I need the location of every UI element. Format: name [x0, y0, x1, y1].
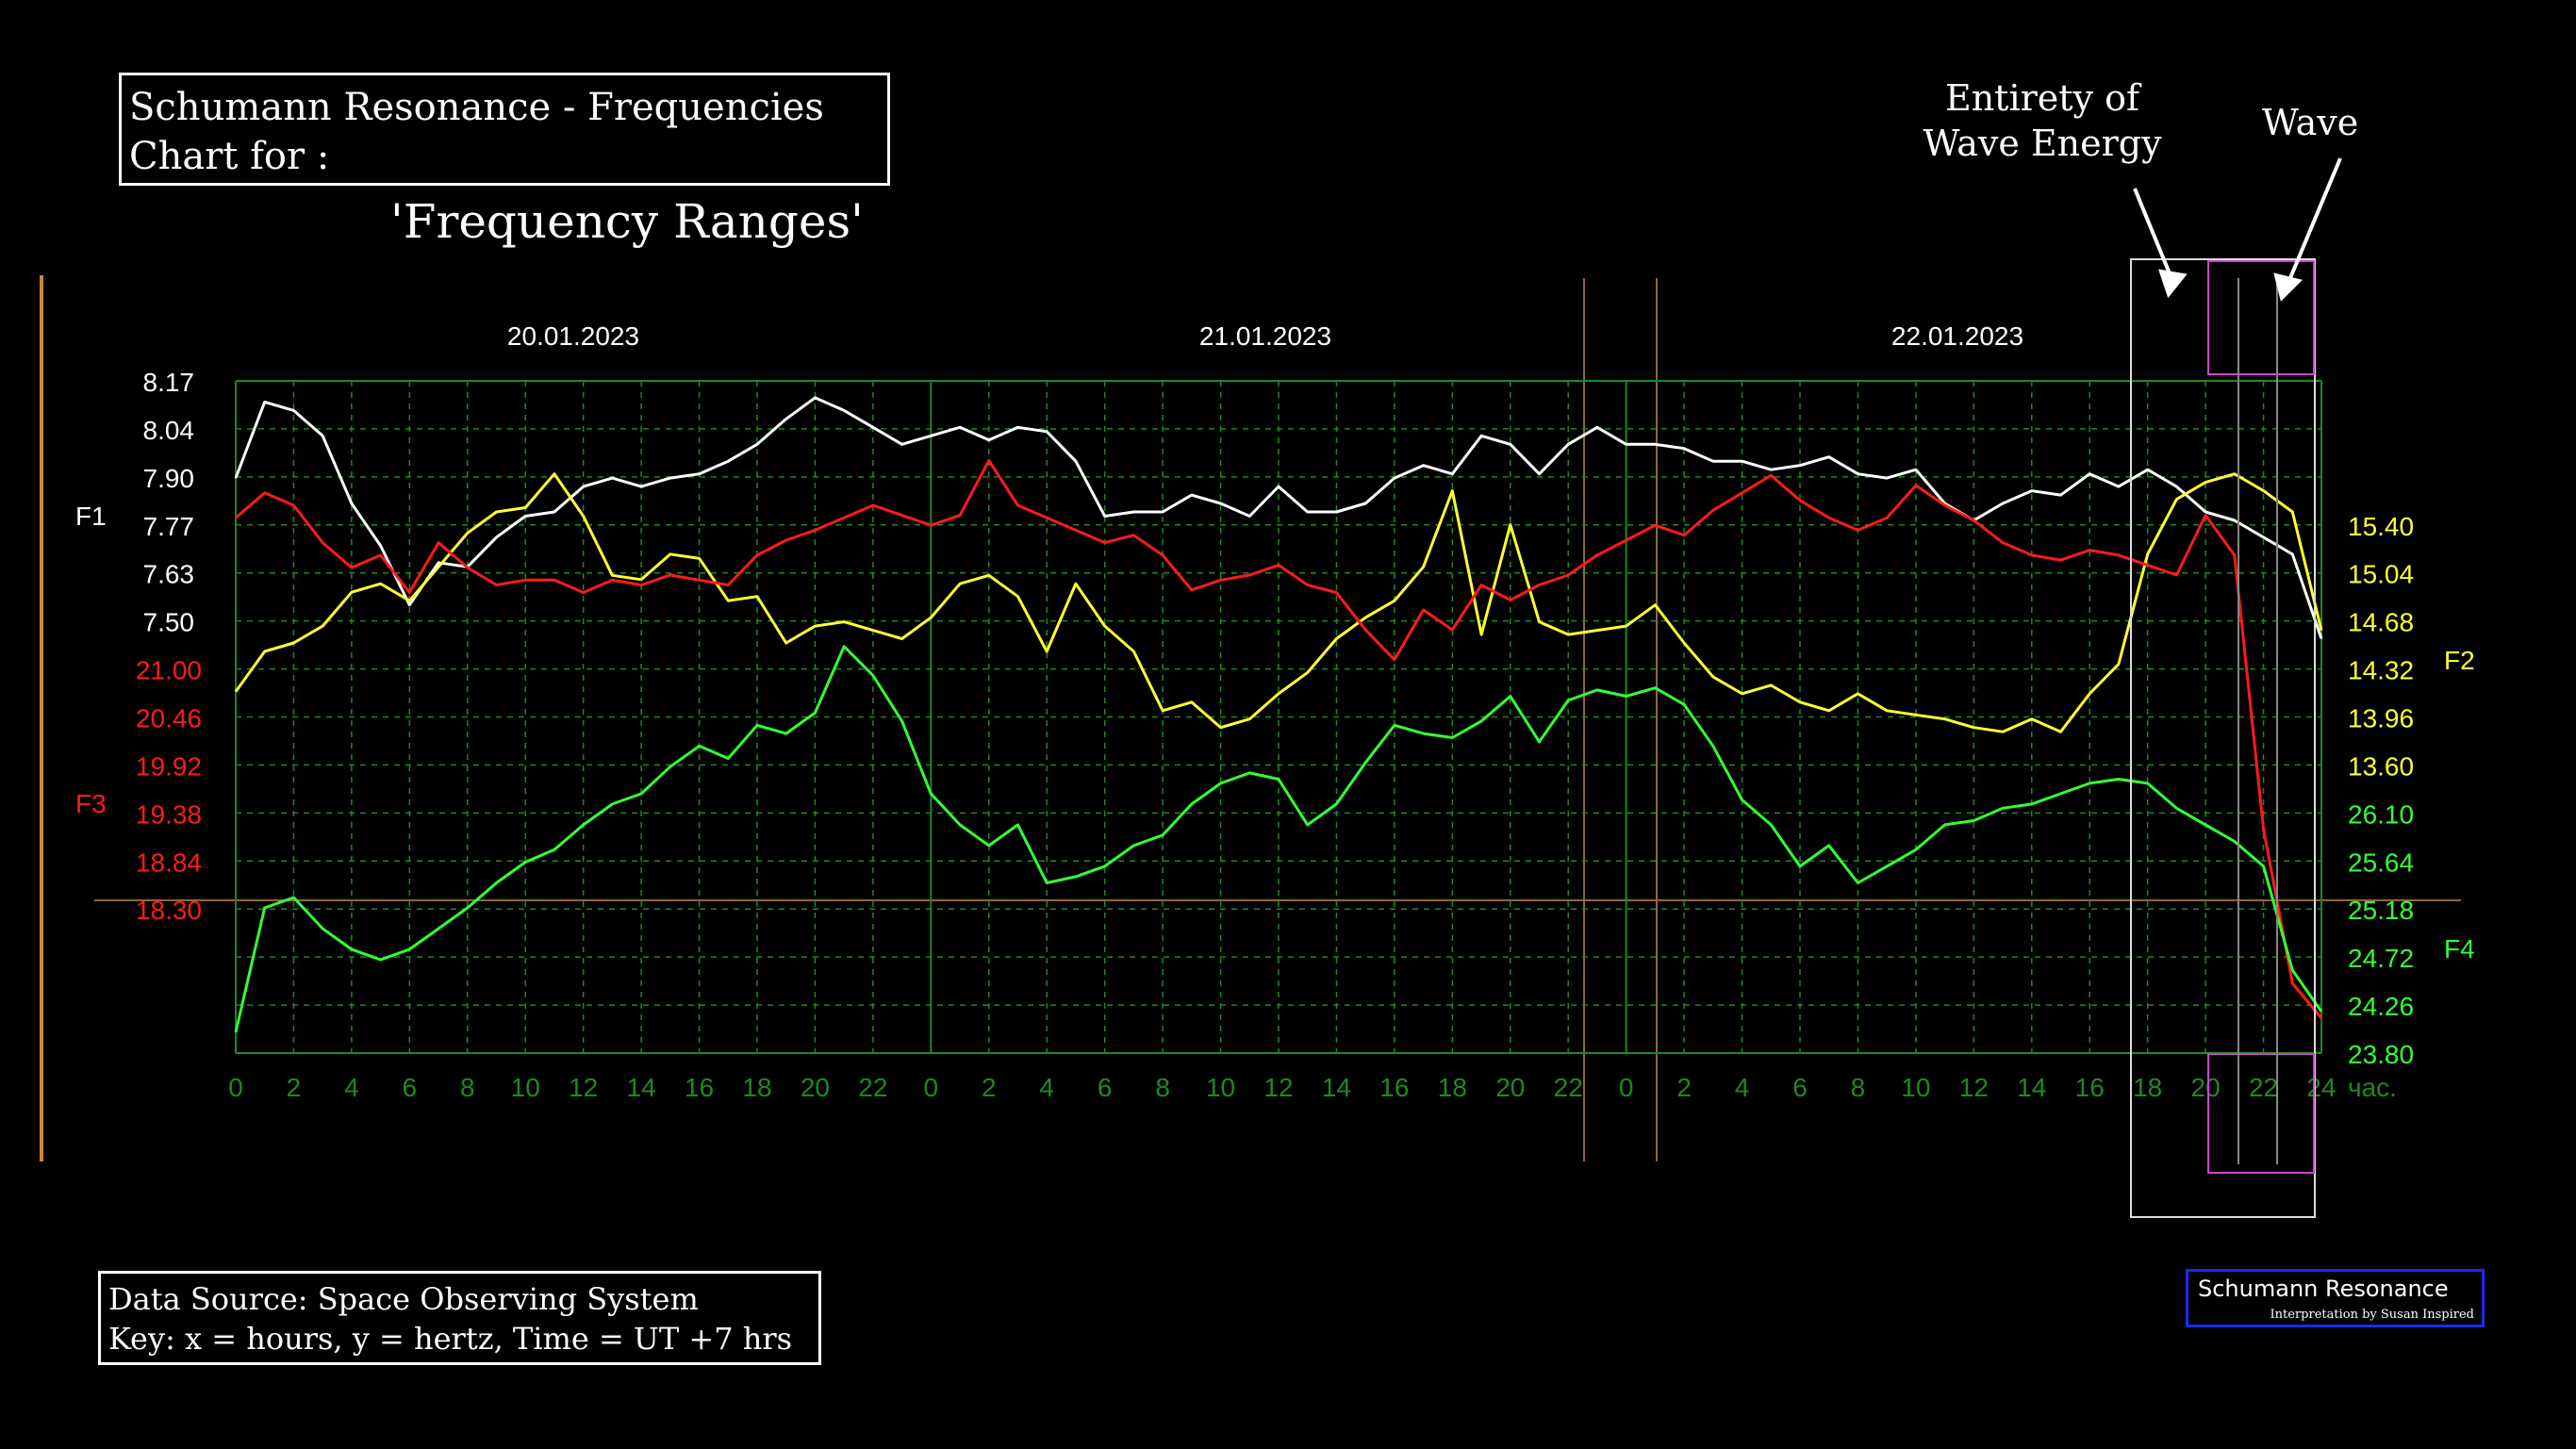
x-tick-label: 10	[1206, 1073, 1235, 1102]
y-tick-label-f2: 14.68	[2348, 608, 2414, 637]
x-tick-label: 8	[460, 1073, 475, 1102]
x-tick-label: 20	[1495, 1073, 1525, 1102]
entirety-highlight-box	[2130, 258, 2316, 1218]
series-label-f4: F4	[2444, 934, 2475, 963]
x-tick-label: 22	[858, 1073, 887, 1102]
x-tick-label: 8	[1851, 1073, 1866, 1102]
y-tick-label-f2: 15.40	[2348, 512, 2414, 541]
y-tick-label-f3: 20.46	[136, 704, 202, 733]
y-tick-label-f1: 8.17	[143, 368, 195, 397]
y-tick-label-f4: 23.80	[2348, 1040, 2414, 1069]
x-tick-label: 0	[1619, 1073, 1634, 1102]
y-tick-label-f3: 19.38	[136, 799, 202, 829]
x-tick-label: 20	[801, 1073, 830, 1102]
x-tick-label: 20	[2191, 1073, 2221, 1102]
x-tick-label: 6	[1098, 1073, 1113, 1102]
x-tick-label: 0	[228, 1073, 243, 1102]
brand-badge: Schumann Resonance Interpretation by Sus…	[2186, 1269, 2485, 1327]
y-tick-label-f4: 25.18	[2348, 896, 2414, 925]
x-tick-label: 6	[403, 1073, 418, 1102]
brand-title: Schumann Resonance	[2198, 1276, 2449, 1302]
date-label: 22.01.2023	[1891, 321, 2023, 351]
x-tick-label: 10	[1901, 1073, 1930, 1102]
x-tick-label: 22	[1554, 1073, 1583, 1102]
wave-annotation: Wave	[2261, 102, 2359, 143]
x-tick-label: 18	[742, 1073, 771, 1102]
annotation-line: Entirety of	[1944, 77, 2140, 119]
chart-title-line: Chart for :	[129, 135, 330, 178]
x-tick-label: 4	[1735, 1073, 1750, 1102]
y-tick-label-f1: 7.90	[143, 464, 195, 493]
x-tick-label: 16	[2075, 1073, 2105, 1102]
date-label: 20.01.2023	[507, 321, 639, 351]
y-tick-label-f3: 19.92	[136, 751, 202, 781]
chart-title-box: Schumann Resonance - Frequencies Chart f…	[119, 73, 890, 186]
date-label: 21.01.2023	[1199, 321, 1331, 351]
x-tick-label: 12	[1959, 1073, 1989, 1102]
x-tick-label: 4	[1039, 1073, 1054, 1102]
wave-highlight-box-top	[2207, 260, 2315, 375]
y-tick-label-f1: 8.04	[143, 416, 195, 445]
series-line-f4	[234, 645, 2323, 1033]
y-tick-label-f3: 21.00	[136, 656, 202, 685]
y-tick-label-f4: 24.26	[2348, 992, 2414, 1021]
annotation-line: Wave Energy	[1923, 123, 2162, 164]
y-tick-label-f2: 13.60	[2348, 751, 2414, 781]
y-tick-label-f2: 15.04	[2348, 560, 2414, 589]
x-unit-label: час.	[2348, 1073, 2397, 1102]
x-tick-label: 10	[511, 1073, 540, 1102]
y-tick-label-f3: 18.84	[136, 848, 202, 877]
chart-subtitle: 'Frequency Ranges'	[390, 194, 864, 249]
x-tick-label: 12	[1263, 1073, 1293, 1102]
x-tick-label: 14	[2017, 1073, 2046, 1102]
data-source-box: Data Source: Space Observing System Key:…	[98, 1271, 821, 1365]
series-label-f1: F1	[75, 502, 107, 531]
x-tick-label: 2	[1676, 1073, 1692, 1102]
x-tick-label: 18	[2133, 1073, 2162, 1102]
x-tick-label: 24	[2306, 1073, 2336, 1102]
x-tick-label: 18	[1438, 1073, 1467, 1102]
chart-grid	[235, 380, 2322, 1054]
chart-series	[234, 396, 2323, 1033]
series-label-f2: F2	[2444, 646, 2475, 675]
y-tick-label-f1: 7.63	[143, 560, 195, 589]
y-tick-label-f1: 7.77	[143, 512, 195, 541]
data-source-line: Data Source: Space Observing System	[108, 1281, 699, 1317]
arrow-icon	[2273, 157, 2342, 302]
y-tick-label-f2: 14.32	[2348, 656, 2414, 685]
x-tick-label: 8	[1155, 1073, 1170, 1102]
series-label-f3: F3	[75, 789, 107, 818]
x-tick-label: 16	[685, 1073, 714, 1102]
chart-title-line: Schumann Resonance - Frequencies	[129, 86, 824, 129]
wave-highlight-box-bottom	[2207, 1053, 2315, 1174]
x-tick-label: 12	[569, 1073, 598, 1102]
arrow-icon	[2133, 188, 2188, 299]
x-tick-label: 14	[627, 1073, 656, 1102]
series-line-f3	[235, 459, 2323, 1019]
entirety-annotation: Entirety of Wave Energy	[1901, 75, 2184, 166]
x-tick-label: 6	[1792, 1073, 1808, 1102]
y-tick-label-f4: 24.72	[2348, 944, 2414, 973]
x-tick-label: 2	[287, 1073, 302, 1102]
data-key-line: Key: x = hours, y = hertz, Time = UT +7 …	[108, 1321, 793, 1357]
x-tick-label: 22	[2249, 1073, 2278, 1102]
y-tick-label-f1: 7.50	[143, 608, 195, 637]
y-tick-label-f2: 13.96	[2348, 704, 2414, 733]
x-tick-label: 0	[924, 1073, 939, 1102]
y-tick-label-f4: 25.64	[2348, 848, 2414, 877]
x-tick-label: 4	[344, 1073, 359, 1102]
x-tick-label: 14	[1322, 1073, 1351, 1102]
y-tick-label-f4: 26.10	[2348, 799, 2414, 829]
brand-subtitle: Interpretation by Susan Inspired	[2270, 1308, 2474, 1322]
x-tick-label: 2	[982, 1073, 997, 1102]
y-tick-label-f3: 18.30	[136, 896, 202, 925]
x-tick-label: 16	[1379, 1073, 1409, 1102]
series-line-f2	[234, 472, 2323, 733]
